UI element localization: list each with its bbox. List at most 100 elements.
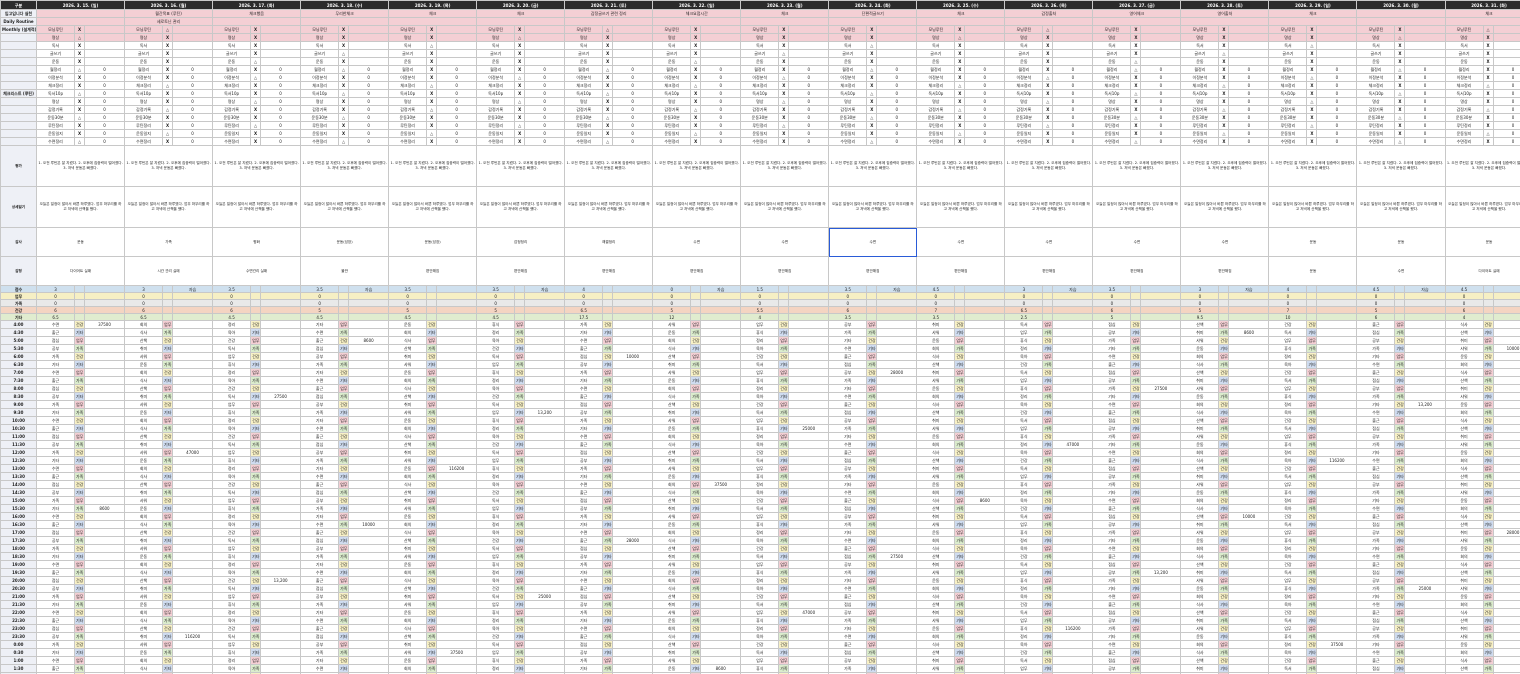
- tag-cell[interactable]: 가족: [1482, 536, 1494, 545]
- extra-cell[interactable]: [1492, 25, 1520, 34]
- memo-cell[interactable]: [83, 456, 126, 465]
- tag-cell[interactable]: 기타: [1042, 472, 1054, 481]
- memo-cell[interactable]: [876, 328, 918, 337]
- tag-cell[interactable]: 가족: [866, 520, 878, 529]
- check-count[interactable]: 0: [1316, 113, 1358, 122]
- tag-cell[interactable]: 건강: [1482, 384, 1494, 393]
- extra-cell[interactable]: [788, 33, 830, 42]
- check-mark[interactable]: △: [74, 65, 85, 74]
- check-mark[interactable]: X: [338, 121, 350, 130]
- memo-cell[interactable]: [83, 360, 126, 369]
- tag-cell[interactable]: 가족: [338, 552, 350, 561]
- tag-cell[interactable]: 기타: [778, 360, 790, 369]
- check-mark[interactable]: △: [1482, 81, 1494, 90]
- extra-cell[interactable]: [612, 25, 654, 34]
- extra-cell[interactable]: [1052, 49, 1094, 58]
- score-extra[interactable]: [964, 285, 1006, 293]
- memo-cell[interactable]: [788, 400, 830, 409]
- memo-cell[interactable]: 10000: [1228, 512, 1270, 521]
- routine-item[interactable]: 운동30분: [124, 113, 164, 122]
- activity-cell[interactable]: 건강: [740, 352, 780, 361]
- activity-cell[interactable]: 독서: [212, 488, 252, 497]
- monthly-item[interactable]: 명상: [828, 33, 868, 42]
- tag-cell[interactable]: 업무: [1394, 384, 1406, 393]
- tag-cell[interactable]: 업무: [162, 512, 174, 521]
- tag-cell[interactable]: 가족: [162, 584, 174, 593]
- activity-cell[interactable]: 운동: [388, 464, 428, 473]
- memo-cell[interactable]: [1140, 440, 1182, 449]
- tag-cell[interactable]: 가족: [1394, 648, 1406, 657]
- check-count[interactable]: 0: [1140, 121, 1182, 130]
- activity-cell[interactable]: 운동: [388, 608, 428, 617]
- tag-cell[interactable]: 기타: [954, 424, 966, 433]
- score-value[interactable]: 4.5: [916, 285, 956, 293]
- activity-cell[interactable]: 점심: [1356, 328, 1396, 337]
- tag-cell[interactable]: 업무: [954, 528, 966, 537]
- routine-item[interactable]: 독서10p: [828, 89, 868, 98]
- routine-item[interactable]: 운동일지: [740, 129, 780, 138]
- memo-cell[interactable]: [524, 520, 566, 529]
- activity-cell[interactable]: 샤워: [652, 320, 692, 329]
- tag-cell[interactable]: 기타: [162, 664, 174, 673]
- activity-cell[interactable]: 식사: [1444, 416, 1484, 425]
- text-cell[interactable]: 오늘은 일정이 많아서 바쁜 하루였다. 업무 마무리를 하고 저녁에 산책을 …: [916, 186, 1006, 228]
- check-count[interactable]: 0: [260, 65, 302, 74]
- tag-cell[interactable]: 건강: [1394, 528, 1406, 537]
- routine-item[interactable]: 독서10p: [36, 89, 75, 98]
- routine-item[interactable]: 루틴정리: [300, 121, 340, 130]
- score-gap[interactable]: [1394, 292, 1406, 300]
- memo-cell[interactable]: [1052, 520, 1094, 529]
- tag-cell[interactable]: 가족: [690, 552, 702, 561]
- routine-item[interactable]: 명상: [652, 97, 692, 106]
- tag-cell[interactable]: 건강: [426, 416, 438, 425]
- check-mark[interactable]: X: [250, 49, 262, 58]
- monthly-item[interactable]: 명상: [124, 33, 164, 42]
- memo-cell[interactable]: [348, 512, 390, 521]
- activity-cell[interactable]: 운동: [916, 624, 956, 633]
- tag-cell[interactable]: 기타: [74, 488, 85, 497]
- check-count[interactable]: 0: [524, 89, 566, 98]
- memo-cell[interactable]: [83, 584, 126, 593]
- tag-cell[interactable]: 가족: [1130, 408, 1142, 417]
- activity-cell[interactable]: 점심: [300, 632, 340, 641]
- activity-cell[interactable]: 산책: [1444, 616, 1484, 625]
- top-cell[interactable]: 단편적글쓰기: [828, 9, 918, 18]
- tag-cell[interactable]: 업무: [778, 336, 790, 345]
- activity-cell[interactable]: 취미: [652, 600, 692, 609]
- tag-cell[interactable]: 기타: [250, 552, 262, 561]
- text-cell[interactable]: 1. 오전 루틴은 잘 지켰다. 2. 오후에 집중력이 떨어졌다. 3. 저녁…: [212, 145, 302, 187]
- extra-cell[interactable]: [83, 33, 126, 42]
- check-mark[interactable]: △: [866, 65, 878, 74]
- tag-cell[interactable]: 기타: [74, 616, 85, 625]
- tag-cell[interactable]: 가족: [514, 456, 526, 465]
- memo-cell[interactable]: [436, 504, 478, 513]
- check-count[interactable]: 0: [964, 65, 1006, 74]
- tag-cell[interactable]: 업무: [1218, 512, 1230, 521]
- memo-cell[interactable]: 28000: [876, 368, 918, 377]
- memo-cell[interactable]: [172, 560, 214, 569]
- top-cell[interactable]: [1004, 17, 1094, 26]
- activity-cell[interactable]: 샤워: [1180, 432, 1220, 441]
- check-count[interactable]: 0: [1228, 121, 1270, 130]
- memo-cell[interactable]: [788, 376, 830, 385]
- tag-cell[interactable]: 가족: [602, 536, 614, 545]
- routine-item[interactable]: 독서10p: [300, 89, 340, 98]
- memo-cell[interactable]: [1140, 664, 1182, 673]
- routine-item[interactable]: 체크정리: [124, 81, 164, 90]
- memo-cell[interactable]: [1316, 344, 1358, 353]
- activity-cell[interactable]: 기타: [828, 576, 868, 585]
- score-value[interactable]: 5: [652, 306, 692, 314]
- activity-cell[interactable]: 점심: [36, 432, 75, 441]
- memo-cell[interactable]: 116200: [1052, 624, 1094, 633]
- check-mark[interactable]: X: [1482, 65, 1494, 74]
- extra-cell[interactable]: [172, 25, 214, 34]
- tag-cell[interactable]: 건강: [1042, 368, 1054, 377]
- tag-cell[interactable]: 기타: [778, 456, 790, 465]
- check-mark[interactable]: X: [690, 137, 702, 146]
- check-mark[interactable]: X: [1218, 97, 1230, 106]
- activity-cell[interactable]: 육아: [740, 488, 780, 497]
- check-mark[interactable]: X: [514, 65, 526, 74]
- tag-cell[interactable]: 기타: [74, 552, 85, 561]
- activity-cell[interactable]: 샤워: [388, 648, 428, 657]
- tag-cell[interactable]: 기타: [338, 568, 350, 577]
